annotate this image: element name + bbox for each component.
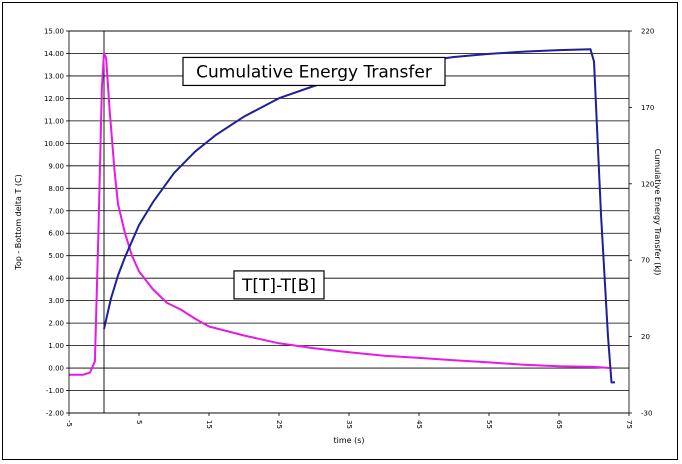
y-left-tick-label: 6.00: [48, 230, 64, 238]
annotations: Cumulative Energy Transfer T[T]-T[B]: [182, 56, 446, 300]
y-left-tick-label: -2.00: [46, 410, 64, 418]
series-layer: [69, 48, 615, 384]
y-left-tick-label: 9.00: [48, 162, 64, 170]
y-right-tick-label: -30: [641, 410, 652, 418]
x-tick-label: 45: [415, 420, 423, 429]
y-left-tick-label: 4.00: [48, 275, 64, 283]
y-left-tick-label: -1.00: [46, 387, 64, 395]
y-right-axis-title: Cumulative Energy Transfer (kJ): [653, 149, 662, 276]
y-left-tick-label: 3.00: [48, 297, 64, 305]
y-left-tick-label: 8.00: [48, 185, 64, 193]
y-left-tick-label: 1.00: [48, 342, 64, 350]
y-left-tick-label: 10.00: [44, 140, 64, 148]
y-left-tick-label: 13.00: [44, 72, 64, 80]
x-tick-label: 55: [485, 420, 493, 429]
x-tick-label: 15: [205, 420, 213, 429]
annotation-box: [233, 270, 325, 300]
y-left-tick-label: 5.00: [48, 252, 64, 260]
y-right-tick-label: 170: [641, 104, 654, 112]
grid: [69, 30, 629, 414]
axes: -2.00 -1.00 0.00 1.00 2.00 3.00 4.00 5.00 6.00 7.…: [14, 28, 662, 446]
annotation-label: T[T]-T[B]: [241, 276, 316, 296]
series-line-t-t-t-b-: [69, 52, 612, 376]
annotation-box: [182, 56, 446, 87]
plot-area-border: [68, 30, 630, 414]
y-right-tick-label: 120: [641, 180, 654, 188]
x-tick-label: 25: [275, 420, 283, 429]
x-tick-label: 5: [135, 420, 143, 424]
y-right-tick-label: 70: [641, 257, 650, 265]
y-left-tick-label: 2.00: [48, 320, 64, 328]
annotation-label: Cumulative Energy Transfer: [196, 62, 432, 82]
x-tick-label: -5: [65, 420, 73, 427]
x-axis-title: time (s): [333, 436, 364, 445]
y-right-tick-label: 20: [641, 333, 650, 341]
y-left-axis-title: Top - Bottom delta T (C): [14, 174, 23, 270]
y-right-tick-label: 220: [641, 28, 654, 36]
y-left-tick-label: 0.00: [48, 365, 64, 373]
x-tick-label: 75: [625, 420, 633, 429]
chart: -2.00 -1.00 0.00 1.00 2.00 3.00 4.00 5.00 6.00 7.…: [14, 28, 662, 446]
series-line-cumulative-energy-transfer: [103, 48, 615, 384]
y-left-tick-label: 12.00: [44, 95, 64, 103]
x-tick-label: 65: [555, 420, 563, 429]
y-left-tick-label: 11.00: [44, 117, 64, 125]
chart-frame: -2.00 -1.00 0.00 1.00 2.00 3.00 4.00 5.00 6.00 7.…: [2, 2, 678, 460]
y-left-tick-label: 15.00: [44, 28, 64, 36]
y-left-tick-label: 14.00: [44, 50, 64, 58]
x-tick-label: 35: [345, 420, 353, 429]
y-left-tick-label: 7.00: [48, 207, 64, 215]
